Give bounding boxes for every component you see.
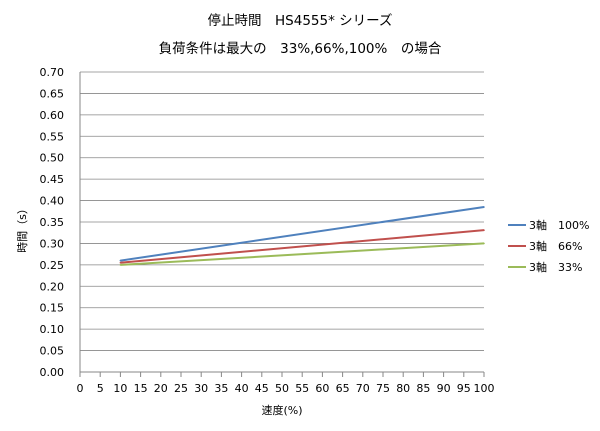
x-tick-label: 70: [356, 382, 370, 395]
y-tick-label: 0.25: [40, 259, 65, 272]
y-tick-label: 0.55: [40, 130, 65, 143]
y-tick-label: 0.10: [40, 323, 65, 336]
x-tick-label: 35: [214, 382, 228, 395]
series-line: [120, 229, 485, 264]
x-tick-label: 90: [437, 382, 451, 395]
x-tick-label: 10: [113, 382, 127, 395]
legend-label: 3軸 100%: [529, 218, 589, 232]
x-tick-label: 25: [174, 382, 188, 395]
data-point: [119, 264, 122, 266]
x-axis-label: 速度(%): [261, 404, 303, 417]
legend-label: 3軸 33%: [529, 260, 582, 274]
x-tick-label: 80: [396, 382, 410, 395]
data-point: [483, 242, 485, 245]
x-tick-label: 5: [97, 382, 104, 395]
x-tick-label: 60: [315, 382, 329, 395]
x-tick-label: 45: [255, 382, 269, 395]
y-tick-label: 0.45: [40, 173, 65, 186]
x-tick-label: 100: [474, 382, 495, 395]
y-tick-label: 0.35: [40, 216, 65, 229]
y-tick-label: 0.65: [40, 87, 65, 100]
data-point: [119, 261, 122, 264]
chart-title: 停止時間 HS4555* シリーズ: [207, 13, 393, 29]
x-tick-label: 85: [416, 382, 430, 395]
x-tick-label: 50: [275, 382, 289, 395]
y-tick-label: 0.05: [40, 345, 65, 358]
y-tick-label: 0.70: [40, 66, 65, 79]
x-tick-label: 65: [336, 382, 350, 395]
x-tick-label: 55: [295, 382, 309, 395]
x-tick-label: 15: [134, 382, 148, 395]
x-tick-label: 30: [194, 382, 208, 395]
y-tick-label: 0.20: [40, 280, 65, 293]
chart-subtitle: 負荷条件は最大の 33%,66%,100% の場合: [158, 41, 442, 57]
y-tick-label: 0.60: [40, 109, 65, 122]
y-tick-label: 0.50: [40, 152, 65, 165]
y-tick-label: 0.30: [40, 237, 65, 250]
data-point: [483, 229, 485, 231]
data-point: [483, 206, 485, 208]
x-tick-label: 95: [457, 382, 471, 395]
y-tick-label: 0.40: [40, 195, 65, 208]
series-line: [120, 242, 485, 266]
x-tick-label: 40: [235, 382, 249, 395]
y-tick-label: 0.00: [40, 366, 65, 379]
legend-label: 3軸 66%: [529, 239, 582, 253]
y-tick-label: 0.15: [40, 302, 65, 315]
x-tick-label: 0: [77, 382, 84, 395]
data-point: [119, 259, 122, 262]
x-tick-label: 75: [376, 382, 390, 395]
x-tick-label: 20: [154, 382, 168, 395]
series-line: [120, 206, 485, 262]
